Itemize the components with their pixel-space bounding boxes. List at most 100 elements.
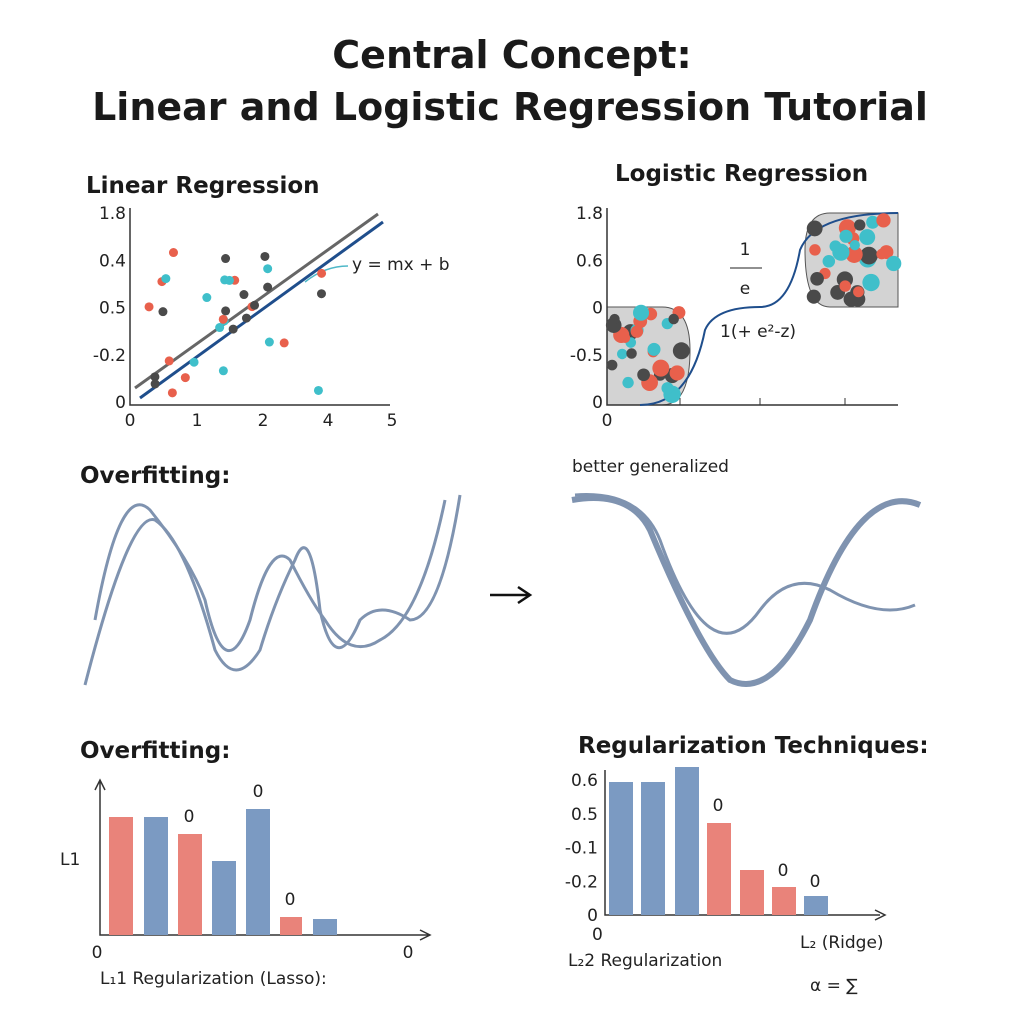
panel-title: Linear Regression [86, 173, 320, 199]
point [609, 313, 620, 325]
point [239, 290, 249, 300]
curve [574, 493, 916, 635]
point [317, 268, 327, 278]
point [260, 251, 270, 261]
point [241, 313, 251, 323]
y-tick-label: 0.6 [571, 771, 598, 791]
bar-label: 0 [184, 807, 195, 827]
y-tick-label: -0.1 [565, 839, 598, 859]
point [669, 365, 685, 381]
fraction-bottom: e [740, 279, 750, 299]
points [144, 248, 327, 398]
ticks [679, 398, 846, 405]
point [263, 282, 273, 292]
bars [609, 767, 828, 915]
point [839, 280, 851, 292]
point [661, 382, 674, 395]
y-tick-label: 0.4 [99, 251, 126, 271]
point [862, 273, 880, 292]
point [849, 239, 860, 251]
point [630, 325, 644, 338]
x-tick-label: 0 [125, 411, 136, 431]
point [886, 255, 902, 272]
bar-label: 0 [285, 890, 296, 910]
formula: 1(+ e²-z) [720, 322, 796, 342]
point [167, 388, 177, 398]
title: Central Concept: [332, 33, 691, 77]
point [810, 271, 824, 286]
y-tick-label: 1.8 [576, 204, 603, 224]
point [158, 307, 168, 317]
caption: L₁1 Regularization (Lasso): [100, 969, 327, 989]
point [224, 275, 234, 285]
point [221, 306, 231, 316]
x-tick-label: 2 [258, 411, 269, 431]
point [161, 274, 171, 284]
title: Linear and Logistic Regression Tutorial [92, 85, 928, 129]
bar-label: 0 [253, 782, 264, 802]
curve [571, 495, 922, 687]
point [866, 215, 880, 229]
y-tick-label: 0.5 [571, 805, 598, 825]
point [822, 255, 836, 268]
annotation: y = mx + b [352, 255, 450, 275]
bar-label: 0 [778, 861, 789, 881]
bar-label: 0 [810, 872, 821, 892]
point [876, 213, 891, 228]
y-tick-label: 0 [592, 393, 603, 413]
arrow [304, 265, 349, 283]
point [829, 240, 842, 253]
caption: better generalized [572, 457, 729, 477]
x-label: 0 [92, 943, 103, 963]
panel-title: Logistic Regression [615, 161, 868, 187]
fit-line [139, 220, 384, 400]
bar-label: 0 [713, 796, 724, 816]
y-tick-label: -0.2 [93, 346, 126, 366]
point [250, 300, 260, 310]
point [626, 348, 637, 359]
y-tick-label: -0.5 [570, 346, 603, 366]
point [652, 359, 670, 377]
fraction-top: 1 [740, 240, 751, 260]
axis-label: L1 [60, 850, 80, 870]
point [606, 359, 618, 371]
panel-title: Overfitting: [80, 738, 230, 764]
point [859, 229, 876, 246]
x-tick-label: 4 [323, 411, 334, 431]
point [150, 372, 160, 382]
point [228, 324, 238, 334]
curve [83, 494, 462, 686]
curve [93, 499, 447, 653]
point [806, 220, 823, 237]
formula: α = ∑ [810, 976, 858, 996]
point [215, 323, 225, 333]
point [202, 293, 212, 303]
point [189, 357, 199, 367]
x-label: 0 [403, 943, 414, 963]
y-tick-label: 0.6 [576, 251, 603, 271]
y-tick-label: 0.5 [99, 299, 126, 319]
point [616, 348, 628, 360]
y-tick-label: 0 [592, 299, 603, 319]
point [633, 304, 650, 321]
x-tick-label: 5 [387, 411, 398, 431]
fit-line [134, 212, 379, 390]
point [264, 337, 274, 347]
point [263, 264, 273, 274]
axis-label: L₂ (Ridge) [800, 933, 884, 953]
point [672, 342, 690, 360]
point [876, 248, 887, 260]
y-tick-label: 1.8 [99, 204, 126, 224]
point [619, 332, 631, 343]
bars [109, 809, 337, 935]
panel-title: Overfitting: [80, 463, 230, 489]
point [839, 229, 853, 243]
axes [606, 208, 898, 406]
point [637, 368, 650, 382]
points [605, 213, 902, 404]
point [668, 313, 679, 325]
point [854, 219, 866, 231]
point [647, 342, 661, 356]
arrow [490, 585, 533, 605]
